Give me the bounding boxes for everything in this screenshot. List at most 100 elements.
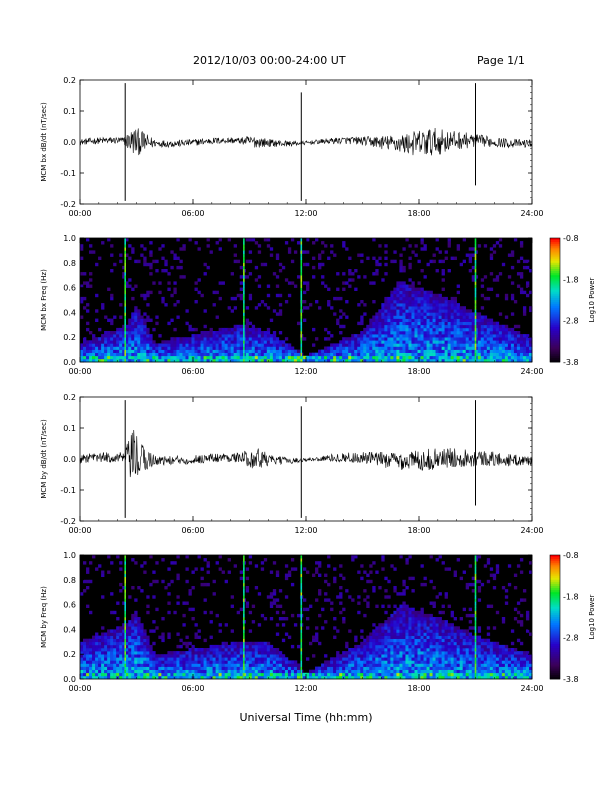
spectrogram-cell [269,672,274,677]
spectrogram-cell [399,644,403,649]
spectrogram-cell [321,241,325,245]
spectrogram-cell [420,318,424,322]
spectrogram-cell [402,626,406,630]
spectrogram-cell [474,315,479,319]
spectrogram-cell [248,644,253,649]
spectrogram-cell [188,324,192,329]
spectrogram-hot-line [300,272,303,276]
spectrogram-cell [119,638,123,643]
spectrogram-cell [107,352,111,357]
spectrogram-cell [351,660,355,664]
spectrogram-cell [116,644,120,649]
spectrogram-cell [131,626,135,630]
spectrogram-cell [191,617,195,621]
spectrogram-hot-line [243,331,245,335]
spectrogram-cell [501,346,506,350]
spectrogram-cell [224,349,228,353]
spectrogram-cell [468,657,473,661]
spectrogram-cell [438,315,442,319]
spectrogram-cell [206,654,210,658]
spectrogram-cell [227,337,231,341]
spectrogram-cell [194,663,198,667]
spectrogram-cell [110,355,114,360]
spectrogram-cell [462,570,466,574]
spectrogram-cell [339,564,343,568]
spectrogram-cell [375,318,379,322]
spectrogram-cell [137,654,141,658]
spectrogram-cell [191,349,195,353]
spectrogram-cell [486,334,491,338]
spectrogram-cell [417,632,421,636]
spectrogram-cell [402,651,406,655]
spectrogram-cell [194,343,198,347]
spectrogram-cell [387,324,391,329]
spectrogram-cell [444,675,448,680]
spectrogram-cell [399,324,403,329]
spectrogram-cell [387,635,391,639]
spectrogram-cell [333,349,337,353]
signal-trace [79,429,533,478]
spectrogram-cell [152,570,156,574]
colorbar-segment [550,357,560,361]
spectrogram-cell [393,355,397,360]
spectrogram-cell [125,238,129,242]
spectrogram-cell [345,352,349,357]
spectrogram-cell [366,644,370,649]
spectrogram-cell [173,349,177,353]
spectrogram-cell [131,629,135,633]
spectrogram-cell [366,669,370,674]
spectrogram-cell [375,324,379,329]
spectrogram-cell [408,309,412,313]
spectrogram-cell [423,663,427,667]
spectrogram-cell [203,352,207,357]
spectrogram-cell [83,358,87,363]
spectrogram-hot-line [124,275,126,279]
spectrogram-cell [173,651,177,655]
spectrogram-cell [450,324,454,329]
spectrogram-cell [176,654,180,658]
spectrogram-cell [420,582,424,587]
spectrogram-cell [441,648,445,652]
spectrogram-cell [456,290,460,295]
spectrogram-cell [224,648,228,652]
spectrogram-cell [462,318,466,322]
spectrogram-cell [348,269,352,273]
spectrogram-cell [438,657,442,661]
spectrogram-cell [215,651,219,655]
spectrogram-cell [140,315,144,319]
spectrogram-cell [194,623,198,627]
spectrogram-cell [438,343,442,347]
spectrogram-cell [477,635,482,639]
spectrogram-cell [411,331,415,335]
spectrogram-cell [125,355,129,360]
spectrogram-cell [269,340,274,344]
spectrogram-cell [146,337,150,341]
spectrogram-cell [402,623,406,627]
spectrogram-cell [333,635,337,639]
spectrogram-cell [260,657,265,661]
spectrogram-cell [477,321,482,326]
spectrogram-cell [429,324,433,329]
spectrogram-cell [218,666,222,670]
spectrogram-cell [471,635,476,639]
spectrogram-cell [453,654,457,658]
spectrogram-cell [354,337,358,341]
spectrogram-cell [251,604,256,608]
spectrogram-cell [510,349,515,353]
spectrogram-cell [504,349,509,353]
spectrogram-cell [188,346,192,350]
spectrogram-cell [336,346,340,350]
spectrogram-cell [354,663,358,667]
spectrogram-cell [477,638,482,643]
spectrogram-cell [260,334,265,338]
spectrogram-cell [414,244,418,248]
spectrogram-cell [495,327,500,332]
spectrogram-cell [155,607,159,612]
spectrogram-cell [381,657,385,661]
spectrogram-cell [438,334,442,338]
spectrogram-cell [390,635,394,639]
spectrogram-cell [98,349,102,353]
spectrogram-cell [402,352,406,357]
spectrogram-cell [447,309,451,313]
spectrogram-cell [278,352,283,357]
